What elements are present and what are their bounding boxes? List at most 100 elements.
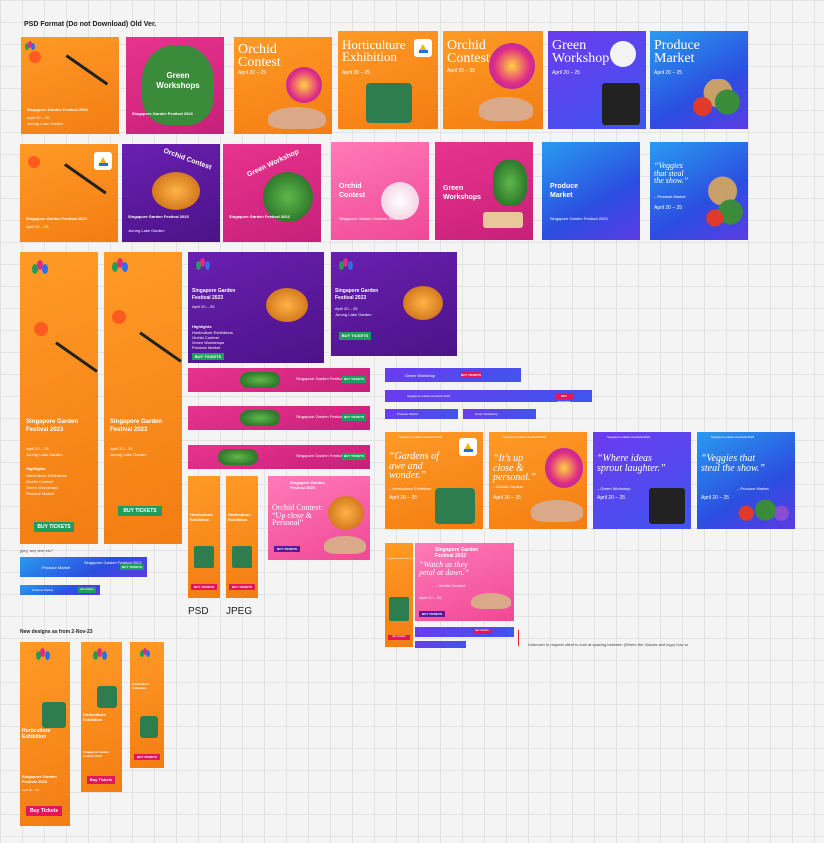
buy-tickets-button[interactable]: BUY TICKETS bbox=[118, 506, 162, 516]
leaderboard-blue-2[interactable]: Singapore Garden Festival 2023 BUY TICKE… bbox=[385, 390, 592, 402]
banner-green-workshop-1[interactable]: Green Workshop April 20 – 25 bbox=[548, 31, 646, 129]
banner-horti-orange-1[interactable]: Singapore Garden Festival 2023 April 20 … bbox=[21, 37, 119, 134]
mini-banner-blue-1[interactable]: Produce Market Singapore Garden Festival… bbox=[20, 557, 147, 577]
google-drive-icon[interactable] bbox=[94, 152, 112, 170]
annotation-arrow bbox=[518, 630, 525, 646]
buy-tickets-button[interactable]: BUY TICKETS bbox=[461, 372, 481, 378]
banner-dates: April 20 – 25 bbox=[654, 205, 683, 211]
festival-venue: Jurong Lake Garden bbox=[26, 452, 63, 457]
buy-tickets-button[interactable]: BUY TICKETS bbox=[555, 393, 573, 402]
skyscraper-psd[interactable]: Horticulture Exhibition BUY TICKETS bbox=[188, 476, 220, 598]
banner-quote-veggies[interactable]: Singapore Garden Festival 2023 “Veggies … bbox=[697, 432, 795, 529]
banner-quote-ideas[interactable]: Singapore Garden Festival 2023 “Where id… bbox=[593, 432, 691, 529]
buy-tickets-button[interactable]: BUY TICKETS bbox=[120, 564, 144, 570]
hand-graphic bbox=[479, 97, 533, 121]
festival-name: Singapore Garden Festival 2023 bbox=[132, 111, 193, 116]
banner-produce-market-2[interactable]: Produce Market Singapore Garden Festival… bbox=[542, 142, 640, 240]
buy-tickets-button[interactable]: BUY TICKETS bbox=[274, 546, 300, 552]
banner-subtitle: – Orchid Contest bbox=[435, 583, 466, 588]
banner-subtitle: – Produce Market bbox=[654, 194, 686, 199]
banner-green-workshop-pink[interactable]: Green Workshop Singapore Garden Festival… bbox=[223, 144, 321, 242]
buy-tickets-button[interactable]: BUY TICKETS bbox=[342, 453, 366, 460]
buy-tickets-button[interactable]: BUY TICKETS bbox=[473, 629, 491, 634]
festival-name: Singapore Garden Festival 2023 bbox=[550, 216, 608, 221]
soil-bag-graphic bbox=[649, 488, 685, 524]
leaderboard-blue-1[interactable]: Green Workshop BUY TICKETS bbox=[385, 368, 521, 382]
buy-tickets-button[interactable]: Buy Tickets bbox=[87, 776, 115, 784]
watering-can-graphic bbox=[42, 702, 66, 728]
new-design-skyscraper-3[interactable]: Horticulture Exhibition BUY TICKETS bbox=[130, 642, 164, 768]
banner-title: “Watch as they petal at dawn.” bbox=[419, 560, 470, 577]
buy-tickets-button[interactable]: BUY TICKETS bbox=[388, 635, 410, 640]
festival-dates: April 20 – 25 bbox=[26, 446, 49, 451]
google-drive-icon[interactable] bbox=[414, 39, 432, 57]
banner-quote-upclose[interactable]: Singapore Garden Festival 2023 “It’s up … bbox=[489, 432, 587, 529]
banner-title: Produce Market bbox=[550, 183, 579, 199]
leaderboard-blue-bottom-2[interactable] bbox=[415, 641, 466, 648]
buy-tickets-button[interactable]: BUY TICKETS bbox=[342, 414, 366, 421]
leaderboard-pink-2[interactable]: Singapore Garden Festival 2023 BUY TICKE… bbox=[188, 406, 370, 430]
festival-logo bbox=[339, 258, 353, 272]
flower-graphic bbox=[28, 156, 40, 168]
buy-tickets-button[interactable]: BUY TICKETS bbox=[78, 587, 96, 593]
buy-tickets-button[interactable]: BUY TICKETS bbox=[34, 522, 74, 532]
hand-graphic bbox=[531, 500, 583, 522]
google-drive-icon[interactable] bbox=[459, 438, 477, 456]
lily-graphic bbox=[381, 182, 419, 220]
highlight-3: Green Workshops bbox=[26, 485, 59, 490]
banner-quote-petal[interactable]: Singapore Garden Festival 2023 “Watch as… bbox=[415, 543, 514, 621]
orchid-flower-graphic bbox=[286, 67, 322, 103]
festival-logo bbox=[32, 260, 48, 276]
festival-name: Singapore Garden Festival 2023 bbox=[22, 774, 57, 784]
new-design-skyscraper-2[interactable]: Horticulture Exhibition Singapore Garden… bbox=[81, 642, 122, 792]
buy-tickets-button[interactable]: BUY TICKETS bbox=[342, 376, 366, 383]
banner-veggies-1[interactable]: “Veggies that steal the show.” – Produce… bbox=[650, 142, 748, 240]
banner-title: Green Workshop bbox=[475, 412, 498, 416]
banner-purple-highlights[interactable]: Singapore Garden Festival 2023 April 20 … bbox=[188, 252, 324, 363]
banner-quote-gardens[interactable]: Singapore Garden Festival 2023 “Gardens … bbox=[385, 432, 483, 529]
banner-title: Green Workshop bbox=[405, 373, 436, 378]
label-jpeg: JPEG bbox=[226, 606, 253, 617]
banner-title: Green Workshop bbox=[552, 38, 610, 67]
buy-tickets-button[interactable]: BUY TICKETS bbox=[192, 353, 224, 360]
banner-green-workshops-2[interactable]: Green Workshops bbox=[435, 142, 533, 240]
banner-horti-orange-2[interactable]: Singapore Garden Festival 2023 April 20 … bbox=[20, 144, 118, 242]
festival-name: Singapore Garden Festival 2023 bbox=[607, 435, 651, 439]
skyscraper-orange-2[interactable]: Singapore Garden Festival 2023 April 20 … bbox=[104, 252, 182, 544]
leaderboard-pink-1[interactable]: Singapore Garden Festival 2023 BUY TICKE… bbox=[188, 368, 370, 392]
banner-upclose-pink[interactable]: Singapore Garden Festival 2023 Orchid Co… bbox=[268, 476, 370, 560]
small-note: jpeg, any size etc? bbox=[20, 548, 54, 553]
leaderboard-blue-4[interactable]: Green Workshop bbox=[463, 409, 536, 419]
festival-name: Singapore Garden Festival 2023 bbox=[296, 414, 354, 419]
mini-banner-blue-2[interactable]: Produce Market BUY TICKETS bbox=[20, 585, 100, 595]
banner-title: Orchid Contest bbox=[238, 42, 281, 71]
banner-horti-exhibition-1[interactable]: Horticulture Exhibition April 20 – 25 bbox=[338, 31, 438, 129]
skyscraper-narrow-orange[interactable]: Singapore Garden Festival 2023 BUY TICKE… bbox=[385, 543, 413, 647]
banner-title: Orchid Contest bbox=[339, 183, 366, 199]
banner-orchid-1[interactable]: Orchid Contest April 20 – 25 bbox=[234, 37, 332, 134]
plant-graphic bbox=[263, 172, 313, 222]
buy-tickets-button[interactable]: Buy Tickets bbox=[26, 806, 62, 816]
leaderboard-blue-bottom-1[interactable]: BUY TICKETS bbox=[415, 627, 514, 637]
banner-orchid-purple-1[interactable]: Orchid Contest Singapore Garden Festival… bbox=[122, 144, 220, 242]
buy-tickets-button[interactable]: BUY TICKETS bbox=[419, 611, 445, 617]
banner-title: Green Workshops bbox=[156, 71, 200, 90]
banner-produce-market-1[interactable]: Produce Market April 20 – 25 bbox=[650, 31, 748, 129]
festival-logo bbox=[140, 648, 150, 658]
leaderboard-pink-3[interactable]: Singapore Garden Festival 2023 BUY TICKE… bbox=[188, 445, 370, 469]
buy-tickets-button[interactable]: BUY TICKETS bbox=[339, 332, 371, 340]
buy-tickets-button[interactable]: BUY TICKETS bbox=[134, 754, 160, 760]
banner-green-workshops-1[interactable]: Green Workshops Singapore Garden Festiva… bbox=[126, 37, 224, 134]
skyscraper-jpeg[interactable]: Horticulture Exhibition BUY TICKETS bbox=[226, 476, 258, 598]
skyscraper-orange-1[interactable]: Singapore Garden Festival 2023 April 20 … bbox=[20, 252, 98, 544]
buy-tickets-button[interactable]: BUY TICKETS bbox=[191, 584, 217, 590]
banner-dates: April 20 – 25 bbox=[701, 495, 730, 501]
banner-purple-orchid[interactable]: Singapore Garden Festival 2023 April 20 … bbox=[331, 252, 457, 356]
leaderboard-blue-3[interactable]: Produce Market bbox=[385, 409, 458, 419]
highlight-2: Orchid Contest bbox=[192, 335, 219, 340]
banner-orchid-contest-pink[interactable]: Orchid Contest Singapore Garden Festival… bbox=[331, 142, 429, 240]
banner-orchid-2[interactable]: Orchid Contest April 20 – 25 bbox=[443, 31, 543, 129]
new-design-skyscraper-1[interactable]: Horticulture Exhibition Singapore Garden… bbox=[20, 642, 70, 826]
banner-dates: April 20 – 25 bbox=[238, 70, 267, 76]
buy-tickets-button[interactable]: BUY TICKETS bbox=[229, 584, 255, 590]
